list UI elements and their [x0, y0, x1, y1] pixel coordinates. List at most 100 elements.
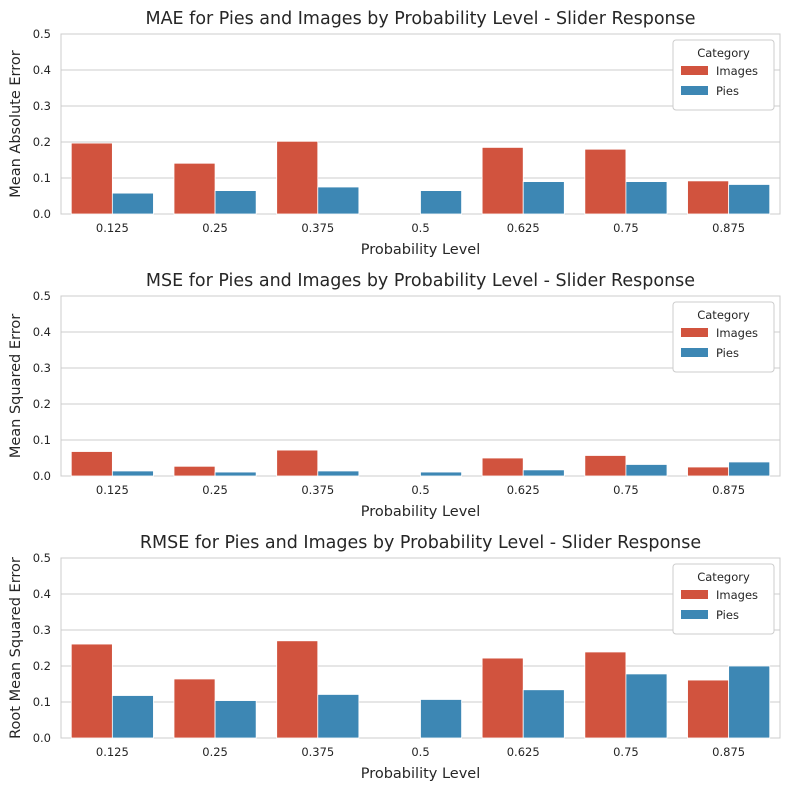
x-tick-label: 0.75 [613, 483, 639, 497]
legend-swatch-pies [681, 610, 708, 619]
x-tick-label: 0.875 [712, 745, 745, 759]
legend-label-images: Images [716, 64, 758, 78]
bar-pies-0.75 [625, 464, 668, 477]
x-tick-label: 0.375 [301, 483, 334, 497]
y-tick-label: 0.4 [33, 587, 51, 601]
x-tick-label: 0.375 [301, 221, 334, 235]
bar-images-0.125 [70, 643, 113, 739]
bar-pies-0.125 [111, 192, 154, 215]
legend-label-pies: Pies [716, 346, 739, 360]
bar-pies-0.875 [728, 665, 771, 739]
y-tick-label: 0.1 [33, 171, 51, 185]
y-tick-label: 0.0 [33, 469, 51, 483]
x-axis-label: Probability Level [361, 242, 481, 258]
bar-pies-0.5 [420, 190, 462, 215]
x-tick-label: 0.75 [613, 221, 639, 235]
bar-images-0.875 [687, 180, 730, 215]
bar-pies-0.125 [111, 470, 154, 477]
x-tick-label: 0.25 [202, 221, 228, 235]
bar-images-0.25 [173, 678, 216, 739]
x-tick-label: 0.625 [507, 483, 540, 497]
legend-label-pies: Pies [716, 608, 739, 622]
legend-label-images: Images [716, 588, 758, 602]
bar-images-0.125 [70, 142, 113, 215]
legend-swatch-images [681, 328, 708, 337]
bar-pies-0.375 [317, 694, 360, 739]
bar-images-0.75 [584, 651, 627, 739]
bar-images-0.125 [70, 451, 113, 477]
y-tick-label: 0.3 [33, 361, 51, 375]
y-axis-label: Mean Squared Error [8, 314, 24, 458]
y-tick-label: 0.2 [33, 135, 51, 149]
legend: Category Images Pies [672, 301, 775, 373]
x-tick-label: 0.625 [507, 745, 540, 759]
bar-pies-0.25 [214, 190, 257, 215]
x-axis-label: Probability Level [361, 766, 481, 782]
x-tick-label: 0.125 [96, 483, 129, 497]
plot-area [60, 295, 781, 477]
bar-pies-0.375 [317, 470, 360, 477]
y-axis-label: Mean Absolute Error [8, 50, 24, 197]
bar-images-0.375 [276, 449, 319, 477]
bar-pies-0.625 [522, 469, 565, 477]
legend-swatch-images [681, 66, 708, 75]
y-tick-label: 0.2 [33, 659, 51, 673]
x-tick-label: 0.25 [202, 483, 228, 497]
x-tick-label: 0.625 [507, 221, 540, 235]
bar-pies-0.75 [625, 181, 668, 215]
x-tick-label: 0.125 [96, 745, 129, 759]
bar-pies-0.75 [625, 673, 668, 739]
x-tick-label: 0.875 [712, 221, 745, 235]
bar-images-0.375 [276, 140, 319, 215]
x-tick-label: 0.375 [301, 745, 334, 759]
legend-title: Category [697, 570, 750, 584]
bar-images-0.75 [584, 455, 627, 477]
bar-images-0.875 [687, 466, 730, 477]
bar-pies-0.875 [728, 461, 771, 477]
y-tick-label: 0.1 [33, 433, 51, 447]
legend-title: Category [697, 308, 750, 322]
x-tick-label: 0.5 [411, 483, 429, 497]
chart-title: RMSE for Pies and Images by Probability … [140, 533, 701, 553]
bar-pies-0.875 [728, 184, 771, 215]
chart-title: MAE for Pies and Images by Probability L… [145, 9, 695, 29]
bar-pies-0.625 [522, 689, 565, 739]
bar-images-0.625 [481, 657, 524, 739]
chart-panel-1: 0.0 0.1 0.2 0.3 0.4 0.5 0.125 0.25 0.375 0.5 0.625… [8, 9, 781, 258]
y-tick-label: 0.0 [33, 731, 51, 745]
x-tick-label: 0.5 [411, 745, 429, 759]
bar-images-0.375 [276, 640, 319, 739]
legend-swatch-images [681, 590, 708, 599]
y-tick-label: 0.5 [33, 27, 51, 41]
legend-title: Category [697, 46, 750, 60]
x-tick-label: 0.875 [712, 483, 745, 497]
bar-pies-0.5 [420, 699, 462, 739]
y-tick-label: 0.3 [33, 99, 51, 113]
y-tick-label: 0.5 [33, 289, 51, 303]
legend: Category Images Pies [672, 39, 775, 111]
y-tick-label: 0.3 [33, 623, 51, 637]
chart-panel-2: 0.0 0.1 0.2 0.3 0.4 0.5 0.125 0.25 0.375 0.5 0.625… [8, 271, 781, 520]
x-tick-label: 0.25 [202, 745, 228, 759]
bar-images-0.25 [173, 465, 216, 477]
x-tick-label: 0.125 [96, 221, 129, 235]
x-axis-label: Probability Level [361, 504, 481, 520]
chart-title: MSE for Pies and Images by Probability L… [146, 271, 695, 291]
bar-images-0.625 [481, 457, 524, 477]
bar-images-0.75 [584, 148, 627, 215]
y-tick-label: 0.0 [33, 207, 51, 221]
bar-images-0.625 [481, 146, 524, 215]
y-tick-label: 0.1 [33, 695, 51, 709]
legend-swatch-pies [681, 86, 708, 95]
x-tick-label: 0.5 [411, 221, 429, 235]
y-tick-label: 0.2 [33, 397, 51, 411]
legend: Category Images Pies [672, 563, 775, 635]
y-tick-label: 0.4 [33, 325, 51, 339]
bar-pies-0.25 [214, 471, 257, 477]
y-axis-label: Root Mean Squared Error [8, 557, 24, 739]
bar-pies-0.375 [317, 186, 360, 215]
bar-pies-0.125 [111, 695, 154, 739]
legend-label-pies: Pies [716, 84, 739, 98]
